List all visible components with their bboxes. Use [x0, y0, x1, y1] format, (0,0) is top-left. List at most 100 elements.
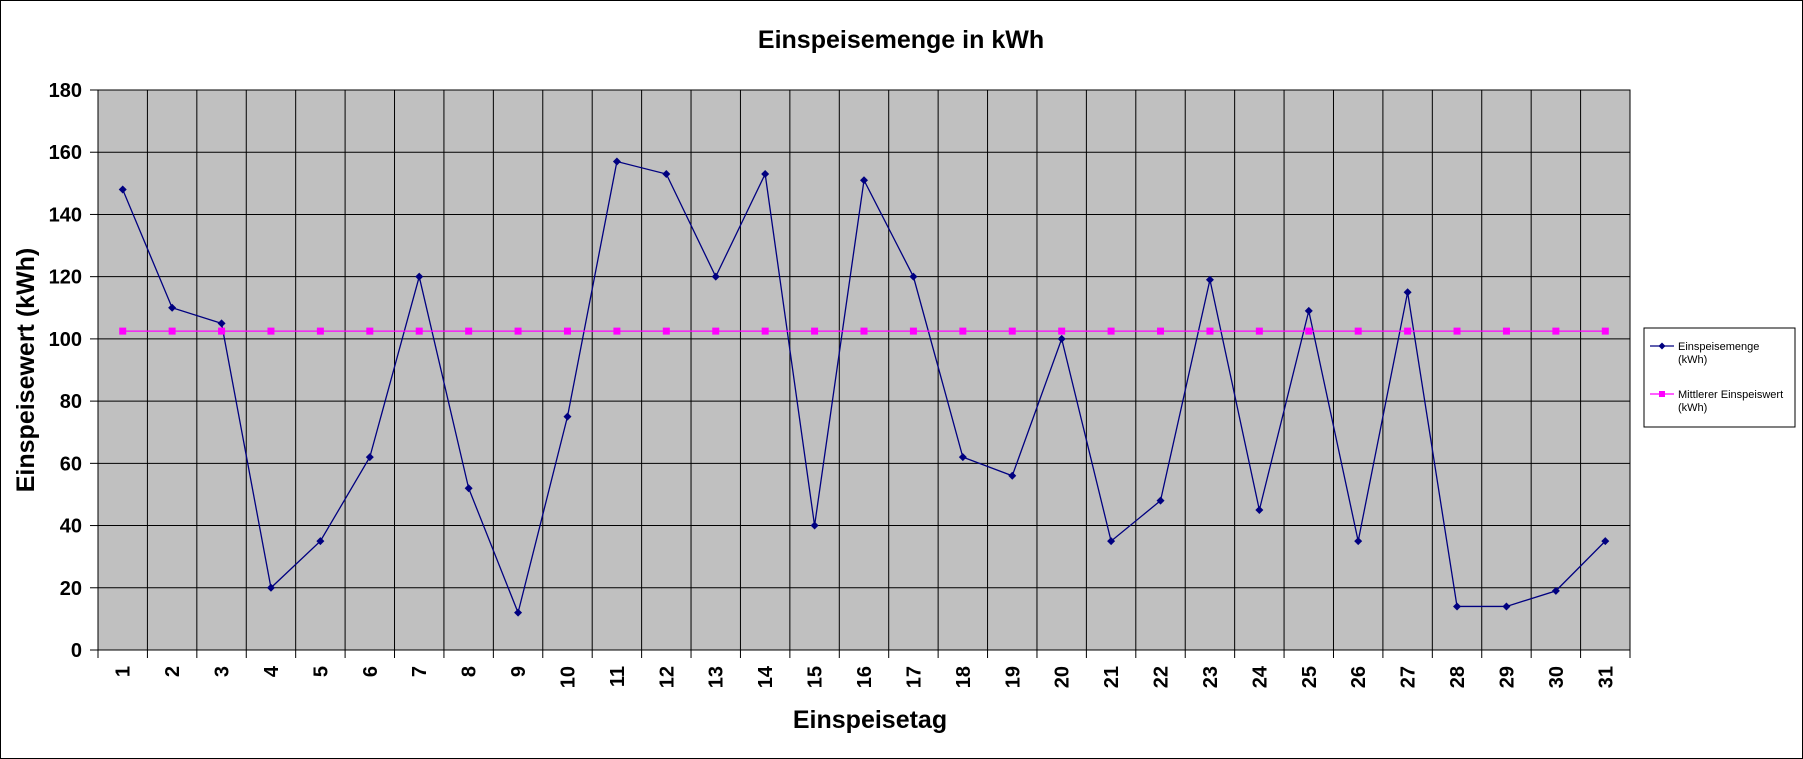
x-tick-label: 2	[162, 666, 184, 677]
data-point	[415, 327, 423, 335]
x-tick-label: 23	[1200, 666, 1222, 688]
x-tick-label: 1	[113, 666, 135, 677]
legend: Einspeisemenge(kWh)Mittlerer Einspeiswer…	[1643, 327, 1796, 428]
y-tick-label: 100	[49, 329, 82, 351]
data-point	[168, 327, 176, 335]
x-tick-label: 21	[1101, 666, 1123, 688]
data-point	[810, 521, 819, 530]
data-point	[909, 327, 917, 335]
data-point	[563, 327, 571, 335]
data-point	[465, 327, 473, 335]
legend-label: (kWh)	[1678, 402, 1707, 414]
chart-title: Einspeisemenge in kWh	[758, 26, 1044, 54]
data-point	[118, 185, 127, 194]
data-point	[119, 327, 127, 335]
data-point	[316, 327, 324, 335]
data-point	[1057, 334, 1066, 343]
data-point	[464, 484, 473, 493]
data-point	[1255, 327, 1263, 335]
data-point	[1403, 288, 1412, 297]
grid-layer	[98, 90, 1630, 650]
x-tick-label: 4	[261, 665, 283, 677]
x-tick-label: 3	[212, 666, 234, 677]
x-axis-title: Einspeisetag	[793, 706, 947, 734]
x-tick-label: 6	[360, 666, 382, 677]
y-tick-label: 120	[49, 267, 82, 289]
series-layer	[118, 157, 1610, 617]
x-tick-label: 14	[755, 665, 777, 688]
data-point	[1305, 327, 1313, 335]
data-point	[959, 327, 967, 335]
data-point	[860, 176, 868, 185]
legend-marker	[1658, 342, 1666, 350]
data-point	[1453, 327, 1461, 335]
x-tick-label: 26	[1348, 666, 1370, 688]
x-tick-label: 24	[1249, 665, 1271, 688]
data-point	[1205, 275, 1214, 284]
x-tick-label: 27	[1398, 666, 1420, 688]
data-point	[1058, 327, 1066, 335]
series-1	[118, 157, 1610, 617]
x-tick-label: 16	[854, 666, 876, 688]
data-point	[514, 327, 522, 335]
data-point	[1107, 537, 1116, 546]
x-tick-label: 15	[805, 666, 827, 688]
x-tick-label: 19	[1002, 666, 1024, 688]
data-point	[1354, 537, 1363, 546]
legend-marker	[1659, 391, 1665, 397]
data-point	[811, 327, 819, 335]
y-tick-label: 140	[49, 204, 82, 226]
x-tick-label: 9	[508, 666, 530, 677]
data-point	[761, 170, 770, 178]
data-point	[712, 327, 720, 335]
data-point	[1502, 327, 1510, 335]
data-point	[1551, 586, 1560, 595]
data-point	[1255, 506, 1264, 514]
y-tick-label: 20	[60, 578, 82, 600]
data-point	[217, 319, 226, 328]
x-tick-label: 7	[409, 666, 431, 677]
data-point	[563, 412, 572, 421]
data-point	[613, 327, 621, 335]
data-point	[711, 272, 720, 281]
data-point	[1601, 327, 1609, 335]
data-point	[1156, 496, 1165, 505]
data-point	[761, 327, 769, 335]
x-tick-label: 12	[656, 666, 678, 688]
data-point	[909, 272, 918, 281]
data-point	[1404, 327, 1412, 335]
y-tick-label: 0	[71, 640, 82, 662]
data-point	[1107, 327, 1115, 335]
data-point	[1304, 306, 1313, 315]
data-point	[316, 537, 325, 546]
y-tick-label: 80	[60, 391, 82, 413]
x-tick-label: 29	[1496, 666, 1518, 688]
x-tick-label: 17	[903, 666, 925, 688]
y-tick-label: 40	[60, 516, 82, 538]
data-point	[1601, 537, 1610, 546]
data-point	[1552, 327, 1560, 335]
x-tick-label: 5	[310, 666, 332, 677]
y-tick-label: 60	[60, 453, 82, 475]
data-point	[266, 583, 275, 592]
data-point	[860, 327, 868, 335]
legend-label: Einspeisemenge	[1678, 341, 1759, 353]
data-point	[958, 453, 967, 462]
data-point	[1354, 327, 1362, 335]
x-tick-label: 30	[1546, 666, 1568, 688]
x-tick-label: 25	[1299, 666, 1321, 688]
x-tick-label: 8	[459, 666, 481, 677]
legend-label: (kWh)	[1678, 354, 1707, 366]
data-point	[366, 327, 374, 335]
x-tick-label: 18	[953, 666, 975, 688]
x-tick-label: 20	[1052, 666, 1074, 688]
x-tick-label: 28	[1447, 666, 1469, 688]
data-point	[365, 453, 374, 462]
data-point	[1008, 471, 1017, 480]
x-tick-label: 11	[607, 666, 629, 687]
legend-label: Mittlerer Einspeiswert	[1678, 389, 1783, 401]
x-tick-label: 31	[1595, 666, 1617, 688]
y-tick-label: 160	[49, 142, 82, 164]
